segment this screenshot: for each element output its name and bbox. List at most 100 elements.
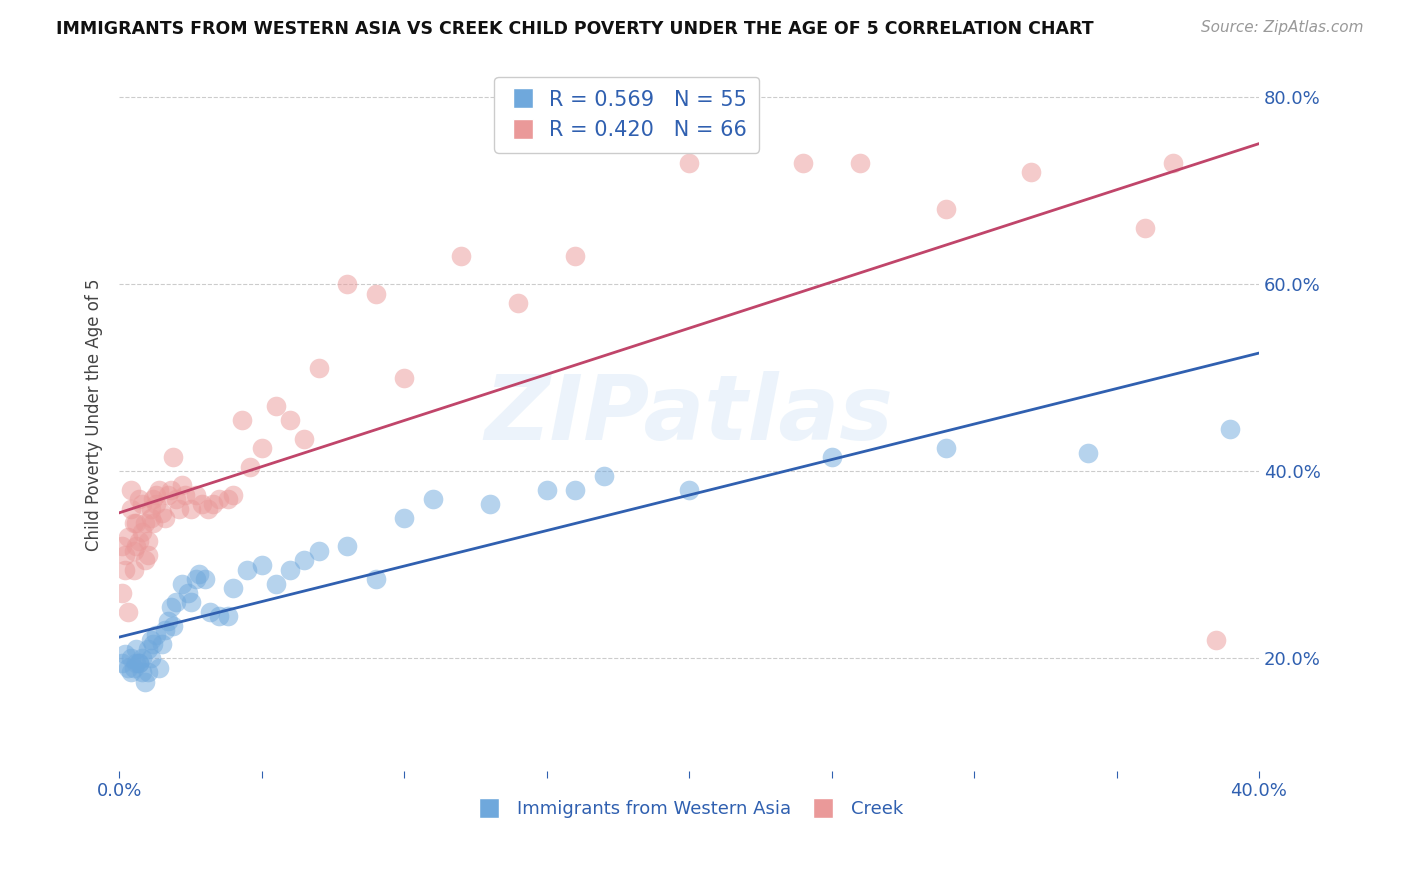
Point xyxy=(139,651,162,665)
Point xyxy=(136,665,159,680)
Point xyxy=(162,450,184,465)
Point xyxy=(134,553,156,567)
Point xyxy=(114,549,136,563)
Point xyxy=(364,572,387,586)
Point xyxy=(120,483,142,497)
Point xyxy=(153,511,176,525)
Point xyxy=(450,249,472,263)
Point xyxy=(278,413,301,427)
Text: Source: ZipAtlas.com: Source: ZipAtlas.com xyxy=(1201,20,1364,35)
Point xyxy=(125,656,148,670)
Point xyxy=(120,665,142,680)
Point xyxy=(150,507,173,521)
Point xyxy=(194,572,217,586)
Point xyxy=(508,296,530,310)
Point xyxy=(392,511,415,525)
Point xyxy=(935,202,957,217)
Point xyxy=(422,492,444,507)
Point xyxy=(197,501,219,516)
Point xyxy=(165,492,187,507)
Point xyxy=(131,665,153,680)
Point xyxy=(536,483,558,497)
Point xyxy=(134,516,156,530)
Point xyxy=(364,286,387,301)
Point xyxy=(336,539,359,553)
Point xyxy=(148,661,170,675)
Point xyxy=(186,488,208,502)
Point xyxy=(792,155,814,169)
Point xyxy=(150,637,173,651)
Point xyxy=(122,516,145,530)
Point xyxy=(294,553,316,567)
Point xyxy=(145,628,167,642)
Point xyxy=(142,492,165,507)
Point xyxy=(264,576,287,591)
Point xyxy=(188,567,211,582)
Point xyxy=(478,497,501,511)
Point xyxy=(592,469,614,483)
Point xyxy=(159,483,181,497)
Point xyxy=(222,581,245,595)
Legend: Immigrants from Western Asia, Creek: Immigrants from Western Asia, Creek xyxy=(468,793,910,826)
Point xyxy=(167,501,190,516)
Point xyxy=(170,576,193,591)
Point xyxy=(250,441,273,455)
Point xyxy=(191,497,214,511)
Point xyxy=(128,492,150,507)
Point xyxy=(173,488,195,502)
Point xyxy=(125,539,148,553)
Point xyxy=(1133,221,1156,235)
Point xyxy=(139,632,162,647)
Point xyxy=(392,370,415,384)
Point xyxy=(202,497,225,511)
Point xyxy=(153,624,176,638)
Point xyxy=(1205,632,1227,647)
Point xyxy=(159,599,181,614)
Point xyxy=(849,155,872,169)
Point xyxy=(120,651,142,665)
Point xyxy=(179,595,201,609)
Point xyxy=(114,647,136,661)
Point xyxy=(222,488,245,502)
Point xyxy=(122,562,145,576)
Point xyxy=(117,661,139,675)
Y-axis label: Child Poverty Under the Age of 5: Child Poverty Under the Age of 5 xyxy=(86,279,103,551)
Point xyxy=(170,478,193,492)
Point xyxy=(128,656,150,670)
Point xyxy=(125,516,148,530)
Point xyxy=(156,614,179,628)
Point xyxy=(156,488,179,502)
Point xyxy=(125,642,148,657)
Point xyxy=(145,497,167,511)
Point xyxy=(136,534,159,549)
Point xyxy=(162,618,184,632)
Point xyxy=(131,525,153,540)
Point xyxy=(208,492,231,507)
Point xyxy=(134,674,156,689)
Point xyxy=(165,595,187,609)
Point xyxy=(128,656,150,670)
Point xyxy=(139,511,162,525)
Point xyxy=(935,441,957,455)
Point xyxy=(148,483,170,497)
Point xyxy=(142,637,165,651)
Point xyxy=(142,516,165,530)
Point xyxy=(1219,422,1241,436)
Point xyxy=(564,249,586,263)
Point xyxy=(120,501,142,516)
Point xyxy=(250,558,273,572)
Point xyxy=(678,483,700,497)
Point xyxy=(217,609,239,624)
Point xyxy=(278,562,301,576)
Point xyxy=(1077,445,1099,459)
Point xyxy=(820,450,842,465)
Point xyxy=(122,661,145,675)
Point xyxy=(122,544,145,558)
Point xyxy=(217,492,239,507)
Point xyxy=(231,413,253,427)
Point xyxy=(128,534,150,549)
Point xyxy=(131,651,153,665)
Point xyxy=(131,497,153,511)
Text: ZIPatlas: ZIPatlas xyxy=(485,371,894,459)
Point xyxy=(145,488,167,502)
